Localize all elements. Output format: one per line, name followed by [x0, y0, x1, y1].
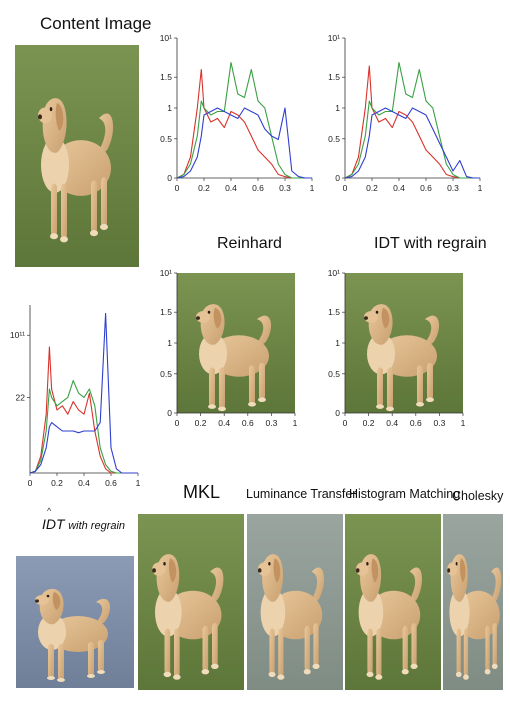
y-tick-label: 0 [335, 173, 340, 183]
x-tick-label: 0.2 [51, 478, 63, 488]
series-line-blue [344, 107, 480, 179]
x-tick-label: 1 [478, 183, 483, 193]
idt-regrain-caption: IDT with regrain [374, 235, 487, 252]
y-tick-label: 1.5 [160, 307, 172, 317]
with-regrain-word: with regrain [68, 520, 126, 532]
caption-caret-icon: ^ [47, 506, 52, 516]
x-tick-label: 0 [343, 418, 348, 428]
x-tick-label: 0.4 [225, 183, 237, 193]
histogram-idt-regrain: 0 0.2 0.4 0.6 1 10¹¹ 22 [8, 295, 143, 500]
x-tick-label: 0.2 [363, 418, 375, 428]
histogram-matching-photo [345, 514, 441, 690]
x-tick-label: 1 [310, 183, 315, 193]
x-tick-label: 0.4 [218, 418, 230, 428]
x-tick-label: 0.4 [386, 418, 398, 428]
x-tick-label: 0.6 [420, 183, 432, 193]
y-tick-label: 10¹ [328, 33, 340, 43]
x-tick-label: 0 [175, 183, 180, 193]
content-image-caption: Content Image [40, 14, 152, 33]
y-tick-label: 1.5 [328, 307, 340, 317]
y-tick-label: 10¹ [328, 268, 340, 278]
idt-regrain-bottom-caption: IDT with regrain [42, 516, 125, 532]
y-tick-label: 0 [335, 408, 340, 418]
y-tick-label: 10¹ [160, 33, 172, 43]
x-tick-label: 0.2 [366, 183, 378, 193]
x-tick-label: 0 [28, 478, 33, 488]
y-tick-label: 1 [167, 338, 172, 348]
mkl-caption: MKL [183, 482, 221, 502]
x-tick-label: 0.6 [242, 418, 254, 428]
y-tick-label: 1 [335, 338, 340, 348]
y-tick-label: 1.5 [328, 72, 340, 82]
series-line-green [344, 61, 480, 179]
x-tick-label: 0.3 [447, 183, 459, 193]
y-tick-label: 0.5 [328, 369, 340, 379]
y-tick-label: 0 [167, 173, 172, 183]
content-image-photo [15, 45, 139, 267]
series-line-red [176, 68, 312, 179]
series-line-blue [176, 107, 312, 179]
y-tick-label: 0.5 [160, 134, 172, 144]
dog-photo [177, 273, 295, 413]
y-tick-label: 1 [167, 103, 172, 113]
y-tick-label: 1.5 [160, 72, 172, 82]
x-tick-label: 0 [343, 183, 348, 193]
series-line-green [29, 380, 138, 474]
series-line-green [176, 61, 312, 179]
x-tick-label: 1 [293, 418, 298, 428]
x-tick-label: 1 [136, 478, 141, 488]
series-line-red [29, 346, 138, 474]
idt-regrain-bottom-photo [16, 556, 134, 688]
x-tick-label: 0 [175, 418, 180, 428]
idt-regrain-panel: 0 0.2 0.4 0.6 0.3 1 10¹ 1.5 1 0.5 0 [323, 265, 483, 435]
luminance-transfer-photo [247, 514, 343, 690]
histogram-result-image: 0 0.2 0.4 0.6 0.3 1 10¹ 1.5 1 0.5 0 [323, 30, 483, 200]
y-tick-label: 1 [335, 103, 340, 113]
reinhard-panel: 0 0.2 0.4 0.6 0.3 1 10¹ 1.5 1 0.5 0 [155, 265, 315, 435]
dog-photo [345, 273, 463, 413]
cholesky-photo [443, 514, 503, 690]
series-line-red [344, 65, 480, 179]
y-tick-label: 22 [16, 392, 26, 402]
x-tick-label: 0.4 [78, 478, 90, 488]
x-tick-label: 0.3 [433, 418, 445, 428]
y-tick-label: 10¹¹ [10, 330, 25, 340]
y-tick-label: 10¹ [160, 268, 172, 278]
histogram-matching-caption: Histogram Matching [349, 487, 461, 501]
x-tick-label: 0.6 [410, 418, 422, 428]
x-tick-label: 1 [461, 418, 466, 428]
x-tick-label: 0.3 [265, 418, 277, 428]
histogram-style-image: 0 0.2 0.4 0.6 0.3 1 10¹ 1.5 1 0.5 0 [155, 30, 315, 200]
idt-word: IDT [42, 516, 65, 532]
x-tick-label: 0.6 [105, 478, 117, 488]
series-line-blue [29, 312, 138, 474]
mkl-photo [138, 514, 244, 690]
reinhard-caption: Reinhard [217, 235, 282, 252]
x-tick-label: 0.2 [198, 183, 210, 193]
y-tick-label: 0.5 [160, 369, 172, 379]
y-tick-label: 0 [167, 408, 172, 418]
x-tick-label: 0.4 [393, 183, 405, 193]
cholesky-caption: Cholesky [452, 489, 504, 503]
x-tick-label: 0.3 [279, 183, 291, 193]
x-tick-label: 0.6 [252, 183, 264, 193]
luminance-transfer-caption: Luminance Transfer [246, 487, 357, 501]
y-tick-label: 0.5 [328, 134, 340, 144]
x-tick-label: 0.2 [195, 418, 207, 428]
